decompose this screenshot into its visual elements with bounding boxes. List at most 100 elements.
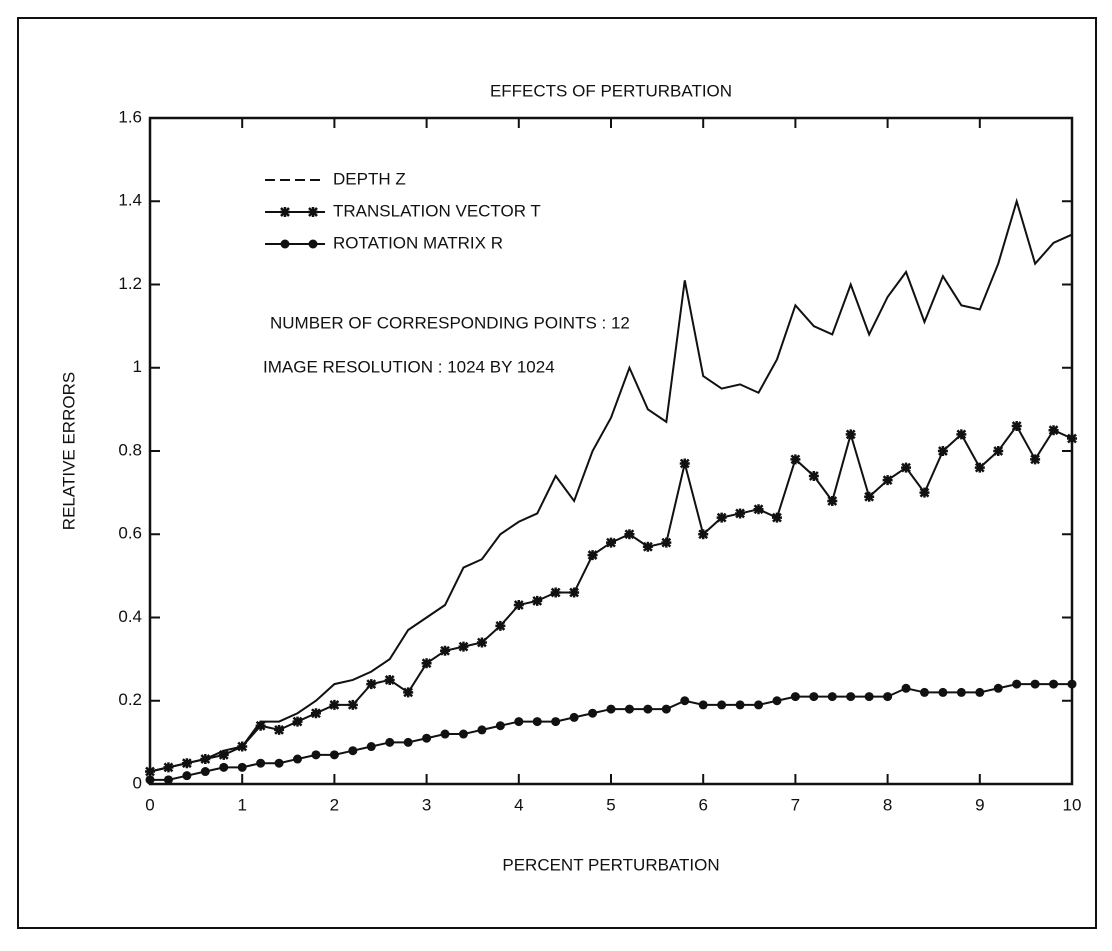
point	[864, 692, 874, 702]
point	[145, 766, 155, 777]
point	[163, 775, 173, 785]
point	[274, 724, 285, 735]
point	[311, 750, 321, 760]
point	[643, 704, 653, 714]
point	[422, 733, 432, 743]
point	[956, 429, 967, 440]
point	[827, 495, 838, 506]
point	[200, 754, 211, 765]
point	[366, 679, 377, 690]
point	[200, 767, 210, 777]
point	[440, 645, 451, 656]
x-tick-label: 7	[791, 795, 800, 814]
y-axis-label: RELATIVE ERRORS	[59, 372, 78, 530]
point	[329, 699, 340, 710]
point	[532, 717, 542, 727]
x-tick-label: 0	[145, 795, 154, 814]
point	[458, 729, 468, 739]
point	[255, 720, 266, 731]
point	[624, 529, 635, 540]
point	[901, 462, 912, 473]
point	[532, 595, 543, 606]
point	[329, 750, 339, 760]
point	[827, 692, 837, 702]
point	[735, 700, 745, 710]
x-tick-label: 6	[698, 795, 707, 814]
annotation: NUMBER OF CORRESPONDING POINTS : 12	[270, 313, 630, 332]
point	[993, 683, 1003, 693]
point	[606, 537, 616, 548]
point	[403, 737, 413, 747]
point	[1012, 679, 1022, 689]
x-tick-label: 4	[514, 795, 523, 814]
point	[495, 620, 506, 631]
x-tick-label: 10	[1063, 795, 1082, 814]
point	[883, 692, 893, 702]
y-tick-label: 0	[133, 773, 142, 792]
point	[182, 771, 192, 781]
legend-label: TRANSLATION VECTOR T	[333, 201, 541, 220]
point	[882, 475, 893, 486]
point	[421, 658, 432, 669]
point	[384, 674, 395, 685]
point	[237, 762, 247, 772]
point	[403, 687, 414, 698]
point	[514, 717, 524, 727]
point	[310, 708, 321, 719]
x-tick-label: 2	[330, 795, 339, 814]
point	[218, 749, 229, 760]
point	[145, 775, 155, 785]
y-tick-label: 0.4	[118, 607, 142, 626]
x-tick-label: 9	[975, 795, 984, 814]
point	[772, 696, 782, 706]
legend-label: ROTATION MATRIX R	[333, 233, 503, 252]
legend-marker	[280, 207, 290, 217]
point	[974, 462, 985, 473]
point	[1049, 679, 1059, 689]
point	[809, 692, 819, 702]
frame	[17, 17, 1097, 929]
point	[661, 537, 672, 548]
point	[680, 696, 690, 706]
y-tick-label: 0.2	[118, 690, 142, 709]
point	[1011, 421, 1022, 432]
point	[606, 704, 616, 714]
point	[550, 587, 561, 598]
point	[587, 550, 598, 561]
y-tick-label: 1.2	[118, 274, 142, 293]
point	[458, 641, 469, 652]
y-tick-label: 0.8	[118, 440, 142, 459]
point	[366, 742, 376, 752]
y-tick-label: 1	[133, 357, 142, 376]
annotation: IMAGE RESOLUTION : 1024 BY 1024	[263, 357, 555, 376]
point	[735, 508, 746, 519]
point	[1048, 425, 1059, 436]
point	[717, 700, 727, 710]
point	[771, 512, 782, 523]
point	[385, 737, 395, 747]
series-line	[150, 683, 1072, 781]
point	[588, 708, 598, 718]
point	[845, 429, 856, 440]
y-tick-label: 1.6	[118, 107, 142, 126]
x-tick-label: 1	[237, 795, 246, 814]
point	[1067, 679, 1077, 689]
point	[864, 491, 875, 502]
x-tick-label: 3	[422, 795, 431, 814]
point	[901, 683, 911, 693]
plot-area	[148, 116, 1074, 786]
point	[716, 512, 727, 523]
point	[1067, 433, 1077, 444]
point	[642, 541, 653, 552]
legend-marker	[280, 239, 290, 249]
point	[624, 704, 634, 714]
legend-marker	[308, 207, 318, 217]
point	[569, 712, 579, 722]
point	[256, 758, 266, 768]
point	[513, 600, 524, 611]
point	[476, 637, 487, 648]
x-tick-label: 8	[883, 795, 892, 814]
point	[163, 762, 174, 773]
chart-title: EFFECTS OF PERTURBATION	[490, 81, 732, 100]
point	[919, 687, 929, 697]
